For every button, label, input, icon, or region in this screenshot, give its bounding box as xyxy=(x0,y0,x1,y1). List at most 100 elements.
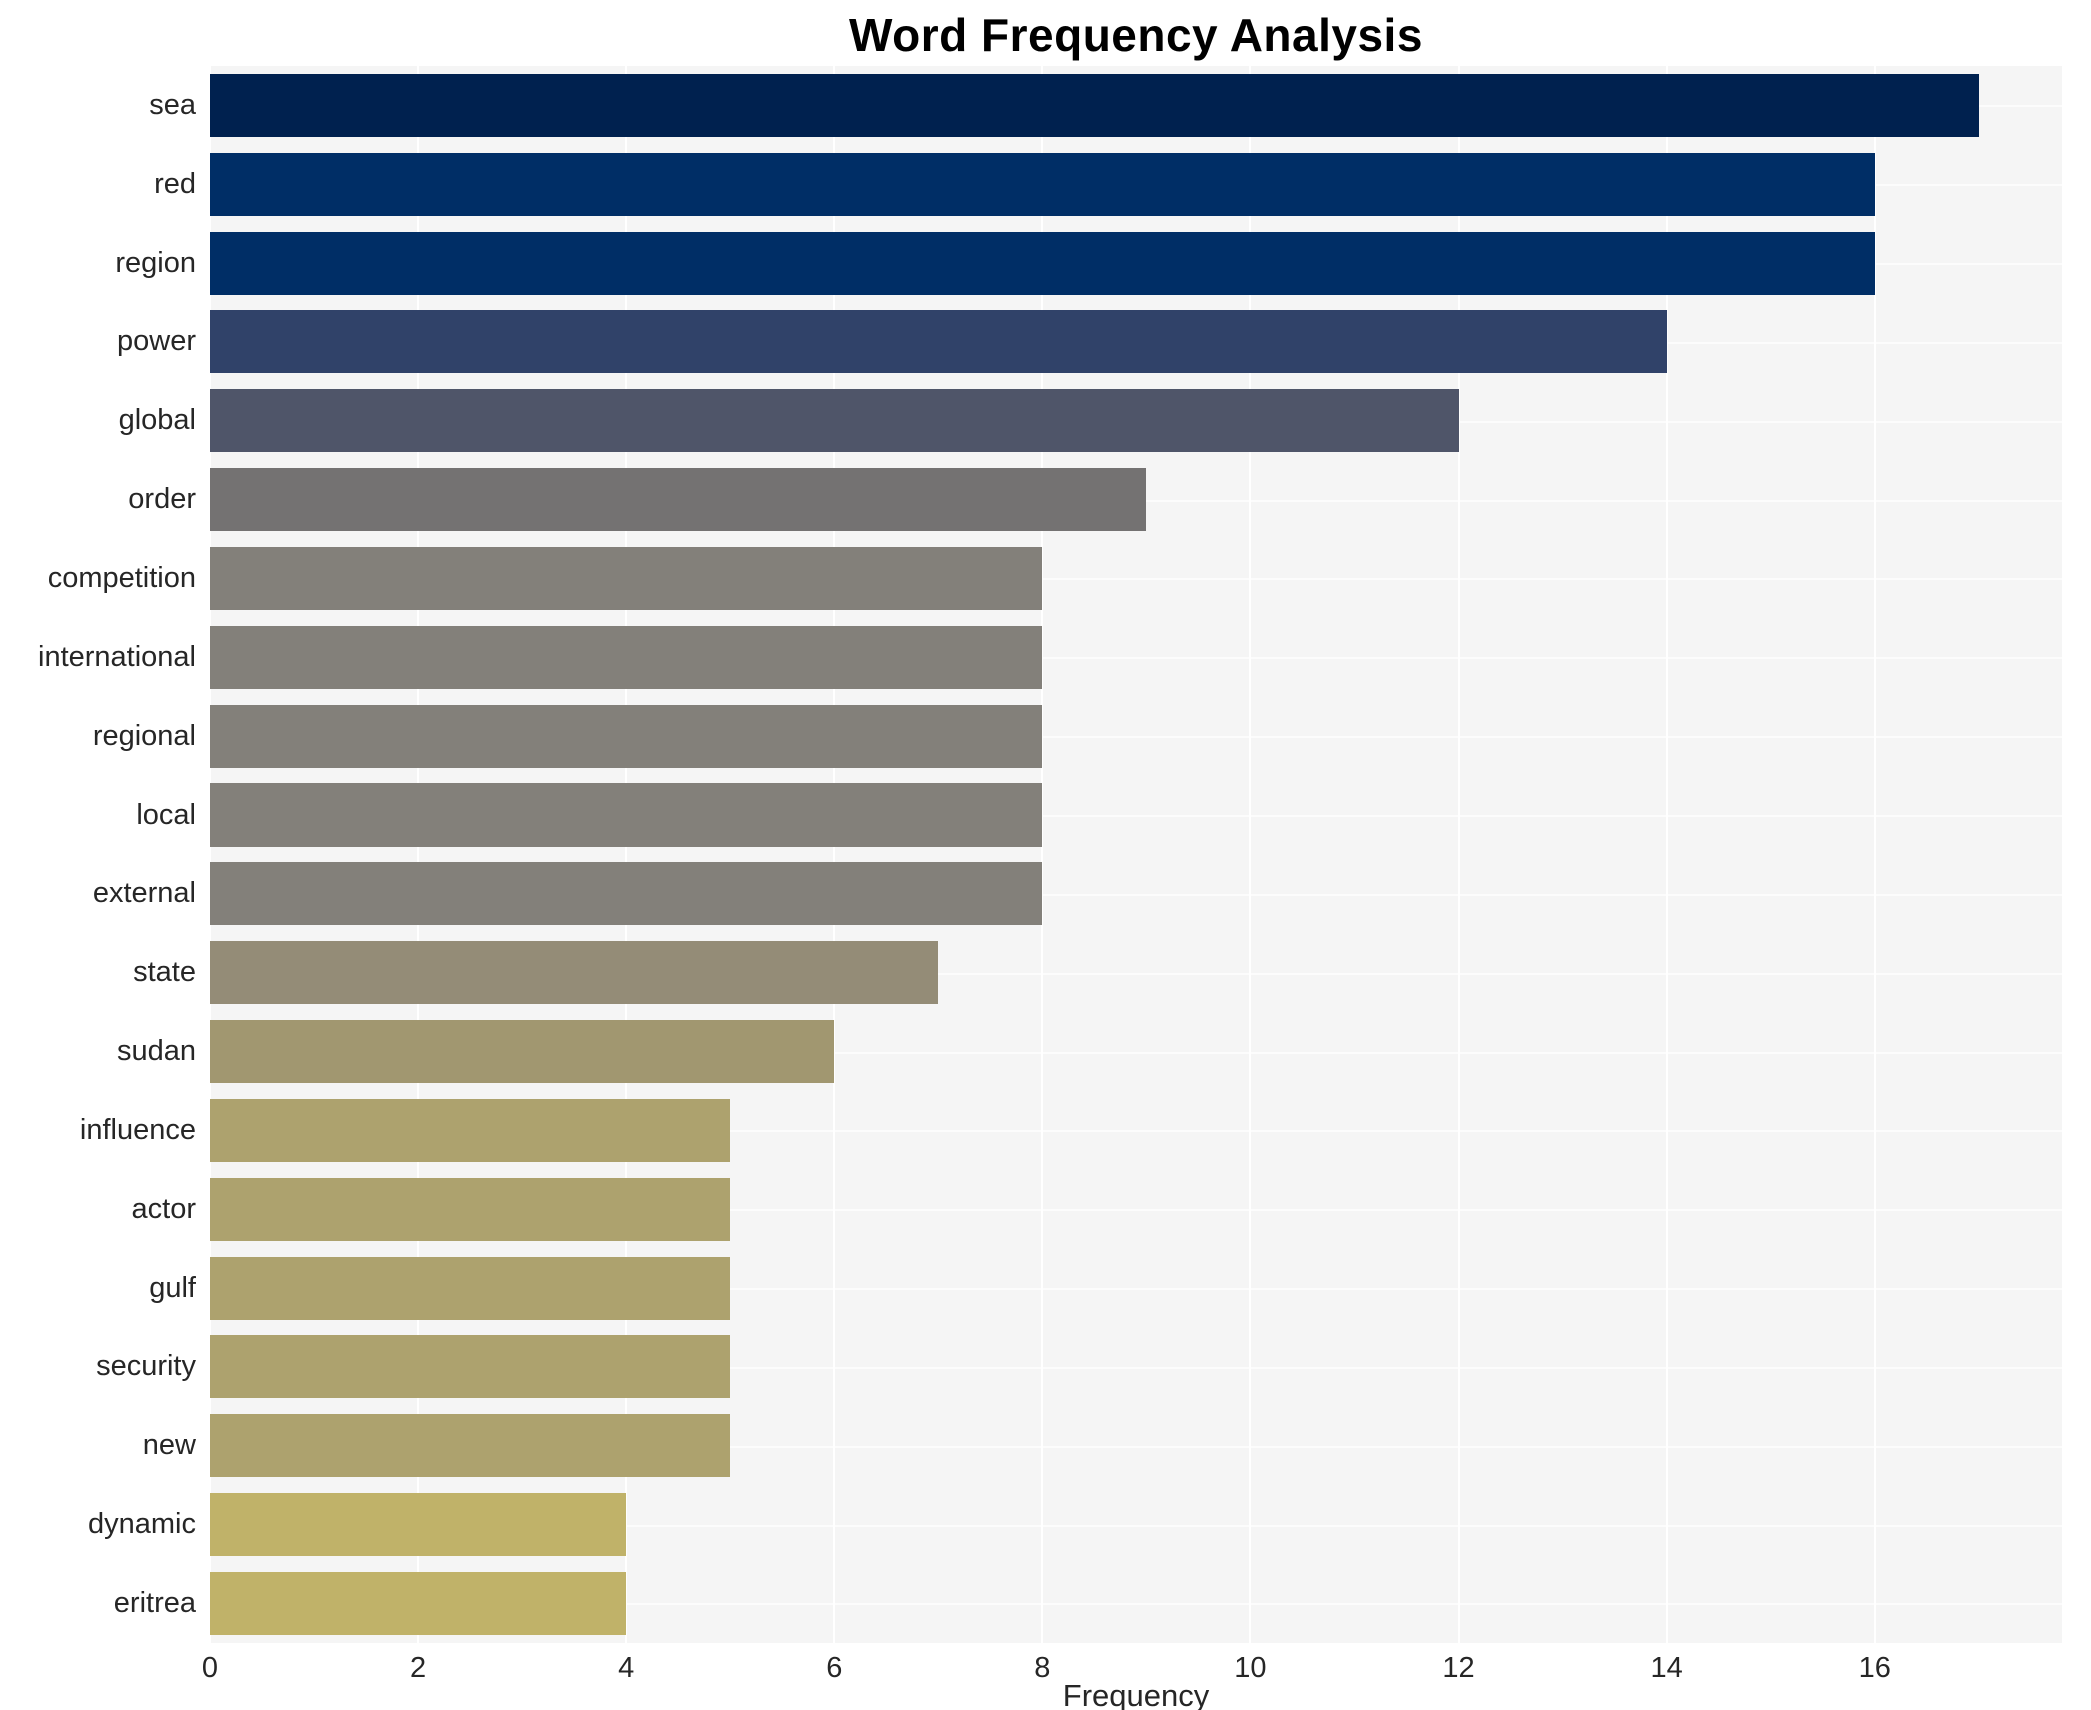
gridline xyxy=(210,1209,2062,1212)
y-axis-label: state xyxy=(133,956,196,989)
gridline xyxy=(210,972,2062,975)
gridline xyxy=(209,66,211,1643)
gridline xyxy=(1665,66,1668,1643)
bar-row xyxy=(210,618,2062,697)
x-tick-label: 12 xyxy=(1442,1652,1475,1684)
gridline xyxy=(210,1130,2062,1133)
gridline xyxy=(210,1524,2062,1527)
gridline xyxy=(1457,66,1460,1643)
bar-gulf xyxy=(210,1256,731,1320)
bar-row xyxy=(210,933,2062,1012)
x-tick-label: 16 xyxy=(1858,1652,1891,1684)
y-axis-label: red xyxy=(154,167,196,200)
y-axis-label: regional xyxy=(92,719,196,752)
y-axis-label: international xyxy=(38,640,196,673)
gridline xyxy=(210,893,2062,896)
x-tick-label: 14 xyxy=(1650,1652,1683,1684)
x-tick-label: 0 xyxy=(201,1652,219,1684)
y-axis-label: sudan xyxy=(116,1035,196,1068)
bar-row xyxy=(210,539,2062,618)
bar-order xyxy=(210,468,1147,532)
gridline xyxy=(1041,66,1044,1643)
y-axis-labels: sea red region power global order competition i… xyxy=(0,66,196,1643)
bar-regional xyxy=(210,704,1043,768)
plot-area xyxy=(209,66,2062,1643)
x-axis-title: Frequency xyxy=(1062,1678,1210,1710)
bar-sea xyxy=(210,73,1979,137)
bar-row xyxy=(210,1012,2062,1091)
bar-region xyxy=(210,231,1875,295)
gridline xyxy=(1249,66,1252,1643)
bar-red xyxy=(210,152,1875,216)
y-axis-label: sea xyxy=(149,88,196,121)
bar-row xyxy=(210,145,2062,224)
bar-row xyxy=(210,1249,2062,1328)
gridline xyxy=(210,1603,2062,1606)
y-axis-label: global xyxy=(118,404,196,437)
y-axis-label: influence xyxy=(79,1113,196,1146)
bar-row xyxy=(210,1170,2062,1249)
bar-international xyxy=(210,625,1043,689)
gridline xyxy=(210,1051,2062,1054)
bar-row xyxy=(210,224,2062,303)
y-axis-label: new xyxy=(142,1429,196,1462)
gridline xyxy=(833,66,836,1643)
y-axis-label: security xyxy=(96,1350,196,1383)
gridline xyxy=(210,1445,2062,1448)
bar-row xyxy=(210,697,2062,776)
bar-row xyxy=(210,1328,2062,1407)
bar-row xyxy=(210,776,2062,855)
bar-influence xyxy=(210,1098,731,1162)
bar-dynamic xyxy=(210,1493,627,1557)
bar-new xyxy=(210,1414,731,1478)
y-axis-label: order xyxy=(128,483,196,516)
bar-row xyxy=(210,854,2062,933)
y-axis-label: eritrea xyxy=(113,1586,196,1619)
chart-title: Word Frequency Analysis xyxy=(849,9,1423,61)
x-tick-label: 6 xyxy=(826,1652,843,1684)
y-axis-label: actor xyxy=(131,1192,196,1225)
gridline xyxy=(625,66,628,1643)
bar-competition xyxy=(210,546,1043,611)
y-axis-label: competition xyxy=(47,561,196,594)
bar-security xyxy=(210,1335,731,1399)
bar-local xyxy=(210,783,1043,847)
bar-state xyxy=(210,941,939,1005)
x-tick-label: 8 xyxy=(1034,1652,1051,1684)
gridline xyxy=(210,1288,2062,1291)
bar-sudan xyxy=(210,1020,835,1084)
bar-row xyxy=(210,1564,2062,1643)
gridline xyxy=(210,657,2062,660)
gridline xyxy=(210,1366,2062,1369)
bar-power xyxy=(210,310,1667,374)
y-axis-label: local xyxy=(136,798,196,831)
gridline xyxy=(210,815,2062,818)
gridline xyxy=(1873,66,1876,1643)
x-tick-label: 4 xyxy=(618,1652,635,1684)
bar-rows xyxy=(210,66,2062,1643)
bar-row xyxy=(210,1406,2062,1485)
grid-layer xyxy=(209,66,2062,1643)
y-axis-label: dynamic xyxy=(88,1508,196,1541)
x-tick-label: 2 xyxy=(410,1652,427,1684)
bar-row xyxy=(210,1485,2062,1564)
bar-eritrea xyxy=(210,1571,627,1635)
bar-row xyxy=(210,66,2062,145)
bar-global xyxy=(210,389,1459,453)
gridline xyxy=(417,66,420,1643)
bar-actor xyxy=(210,1177,731,1241)
x-axis-ticks: 0 2 4 6 8 10 12 14 16 xyxy=(202,1652,2062,1688)
gridline xyxy=(210,578,2062,581)
bar-row xyxy=(210,303,2062,382)
y-axis-label: region xyxy=(115,246,196,279)
y-axis-label: gulf xyxy=(149,1271,196,1304)
x-tick-label: 10 xyxy=(1234,1652,1267,1684)
bar-row xyxy=(210,381,2062,460)
gridline xyxy=(210,736,2062,739)
y-axis-label: power xyxy=(117,325,196,358)
bar-row xyxy=(210,460,2062,539)
y-axis-label: external xyxy=(92,877,196,910)
bar-row xyxy=(210,1091,2062,1170)
bar-external xyxy=(210,862,1043,926)
